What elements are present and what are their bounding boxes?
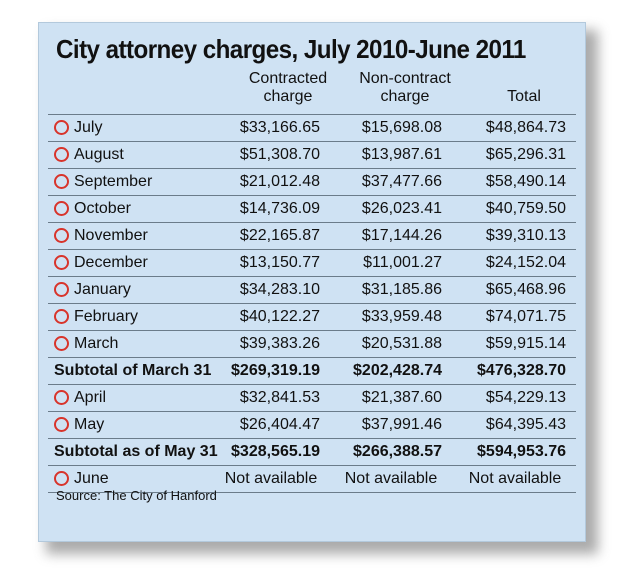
- circle-marker-icon: [54, 228, 69, 243]
- cell-total: $476,328.70: [477, 362, 566, 379]
- row-label: January: [74, 281, 131, 298]
- cell-noncontract: $37,477.66: [361, 173, 442, 190]
- column-header-contracted: Contracted charge: [238, 70, 338, 106]
- cell-contracted: $328,565.19: [231, 443, 320, 460]
- circle-marker-icon: [54, 255, 69, 270]
- cell-total: $64,395.43: [485, 416, 566, 433]
- cell-total: $24,152.04: [485, 254, 566, 271]
- cell-noncontract: $11,001.27: [363, 254, 442, 271]
- row-label: September: [74, 173, 153, 190]
- circle-marker-icon: [54, 201, 69, 216]
- circle-marker-icon: [54, 390, 69, 405]
- cell-contracted: $51,308.70: [239, 146, 320, 163]
- cell-contracted: $13,150.77: [239, 254, 320, 271]
- row-label: July: [74, 119, 103, 136]
- cell-total: $40,759.50: [485, 200, 566, 217]
- row-label: February: [74, 308, 139, 325]
- table-row: March $39,383.26 $20,531.88 $59,915.14: [48, 330, 576, 357]
- cell-total: $74,071.75: [485, 308, 566, 325]
- cell-contracted: Not available: [224, 470, 318, 487]
- cell-total: $594,953.76: [477, 443, 566, 460]
- cell-noncontract: $31,185.86: [361, 281, 442, 298]
- column-header-total: Total: [484, 88, 564, 106]
- table-row: January $34,283.10 $31,185.86 $65,468.96: [48, 276, 576, 303]
- cell-contracted: $22,165.87: [239, 227, 320, 244]
- row-label: October: [74, 200, 131, 217]
- cell-noncontract: $13,987.61: [361, 146, 442, 163]
- column-header-contracted-line2: charge: [263, 88, 313, 105]
- cell-contracted: $26,404.47: [239, 416, 320, 433]
- row-label: June: [74, 470, 109, 487]
- column-header-total-line1: Total: [507, 88, 541, 105]
- circle-marker-icon: [54, 417, 69, 432]
- row-label: November: [74, 227, 148, 244]
- row-label: August: [74, 146, 124, 163]
- table-row: April $32,841.53 $21,387.60 $54,229.13: [48, 384, 576, 411]
- cell-noncontract: $21,387.60: [361, 389, 442, 406]
- cell-total: $59,915.14: [485, 335, 566, 352]
- chart-card: [38, 22, 586, 542]
- subtotal-row: Subtotal as of May 31 $328,565.19 $266,388…: [48, 438, 576, 465]
- table-row: October $14,736.09 $26,023.41 $40,759.50: [48, 195, 576, 222]
- cell-noncontract: $202,428.74: [353, 362, 442, 379]
- cell-total: Not available: [468, 470, 562, 487]
- row-label: Subtotal as of May 31: [54, 443, 218, 460]
- circle-marker-icon: [54, 309, 69, 324]
- chart-title: City attorney charges, July 2010-June 20…: [56, 34, 526, 64]
- cell-contracted: $39,383.26: [239, 335, 320, 352]
- cell-noncontract: $20,531.88: [361, 335, 442, 352]
- cell-contracted: $33,166.65: [239, 119, 320, 136]
- row-label: March: [74, 335, 119, 352]
- table-row: June Not available Not available Not availa…: [48, 465, 576, 493]
- table-row: May $26,404.47 $37,991.46 $64,395.43: [48, 411, 576, 438]
- table-row: September $21,012.48 $37,477.66 $58,490.14: [48, 168, 576, 195]
- circle-marker-icon: [54, 282, 69, 297]
- cell-noncontract: $17,144.26: [361, 227, 442, 244]
- row-label: May: [74, 416, 105, 433]
- table-row: November $22,165.87 $17,144.26 $39,310.13: [48, 222, 576, 249]
- circle-marker-icon: [54, 471, 69, 486]
- circle-marker-icon: [54, 120, 69, 135]
- column-header-noncontract-line2: charge: [380, 88, 430, 105]
- circle-marker-icon: [54, 336, 69, 351]
- source-note: Source: The City of Hanford: [56, 488, 217, 503]
- table-row: August $51,308.70 $13,987.61 $65,296.31: [48, 141, 576, 168]
- circle-marker-icon: [54, 174, 69, 189]
- cell-total: $65,296.31: [485, 146, 566, 163]
- cell-noncontract: $266,388.57: [353, 443, 442, 460]
- table-row: December $13,150.77 $11,001.27 $24,152.04: [48, 249, 576, 276]
- charges-table: July $33,166.65 $15,698.08 $48,864.73 August…: [48, 114, 576, 493]
- cell-total: $39,310.13: [485, 227, 566, 244]
- subtotal-row: Subtotal of March 31 $269,319.19 $202,428.…: [48, 357, 576, 384]
- cell-contracted: $40,122.27: [239, 308, 320, 325]
- cell-noncontract: $15,698.08: [361, 119, 442, 136]
- cell-contracted: $21,012.48: [239, 173, 320, 190]
- column-header-noncontract-line1: Non-contract: [359, 70, 451, 87]
- cell-noncontract: $33,959.48: [361, 308, 442, 325]
- table-row: February $40,122.27 $33,959.48 $74,071.75: [48, 303, 576, 330]
- column-header-contracted-line1: Contracted: [248, 70, 328, 87]
- row-label: April: [74, 389, 107, 406]
- cell-total: $54,229.13: [485, 389, 566, 406]
- row-label: December: [74, 254, 148, 271]
- cell-contracted: $34,283.10: [239, 281, 320, 298]
- table-row: July $33,166.65 $15,698.08 $48,864.73: [48, 114, 576, 141]
- cell-total: $48,864.73: [485, 119, 566, 136]
- column-header-noncontract: Non-contract charge: [350, 70, 460, 106]
- cell-contracted: $32,841.53: [239, 389, 320, 406]
- cell-noncontract: Not available: [344, 470, 438, 487]
- cell-contracted: $14,736.09: [239, 200, 320, 217]
- cell-total: $58,490.14: [485, 173, 566, 190]
- row-label: Subtotal of March 31: [54, 362, 212, 379]
- circle-marker-icon: [54, 147, 69, 162]
- cell-noncontract: $26,023.41: [361, 200, 442, 217]
- cell-total: $65,468.96: [485, 281, 566, 298]
- cell-noncontract: $37,991.46: [361, 416, 442, 433]
- cell-contracted: $269,319.19: [231, 362, 320, 379]
